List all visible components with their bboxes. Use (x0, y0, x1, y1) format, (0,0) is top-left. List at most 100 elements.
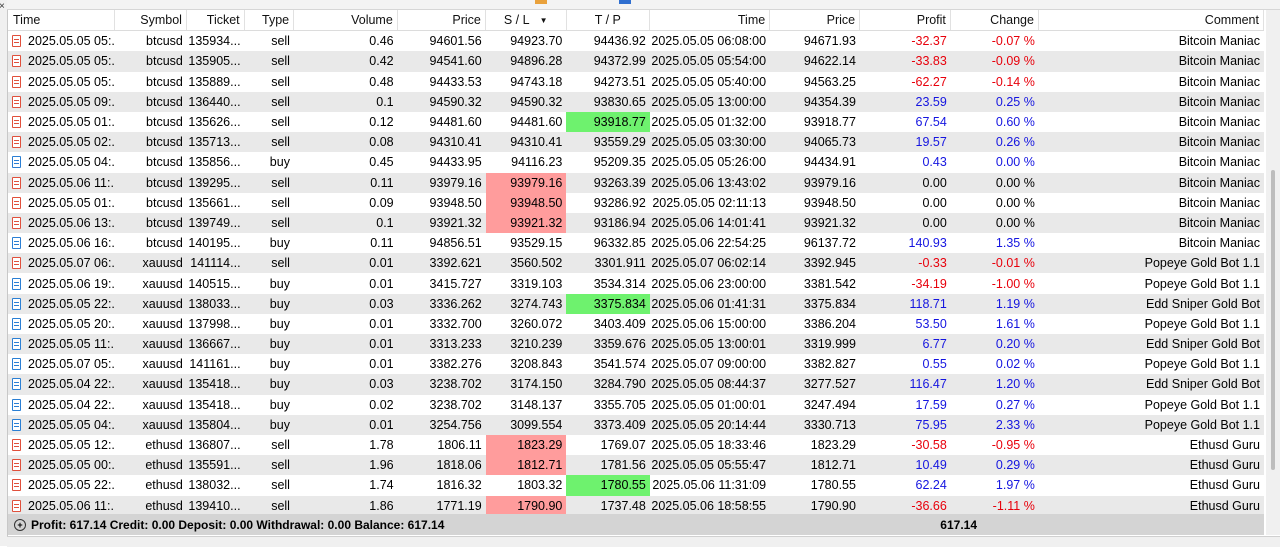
column-header-comment[interactable]: Comment (1039, 10, 1264, 31)
cell-ticket: 139749... (187, 213, 245, 233)
profit-value: -34.19 (911, 276, 947, 291)
table-row[interactable]: 2025.05.04 22:... xauusd 135418... buy 0.03 3… (8, 374, 1264, 395)
table-row[interactable]: 2025.05.05 05:... btcusd 135934... sell 0.46… (8, 31, 1264, 51)
table-row[interactable]: 2025.05.05 20:... xauusd 137998... buy 0.01 3… (8, 314, 1264, 334)
cell-close-price: 3381.542 (770, 273, 860, 293)
column-header-volume[interactable]: Volume (294, 10, 398, 31)
toolbar-icon-fragment[interactable] (619, 0, 631, 4)
cell-sl: 94590.32 (486, 92, 567, 112)
cell-type: sell (245, 213, 294, 233)
volume-value: 1.78 (369, 438, 394, 453)
scrollbar-thumb[interactable] (1271, 170, 1275, 470)
cell-volume: 0.01 (294, 273, 398, 293)
table-row[interactable]: 2025.05.05 11:... xauusd 136667... buy 0.01 3… (8, 334, 1264, 355)
symbol-value: xauusd (142, 397, 183, 412)
table-row[interactable]: 2025.05.06 16:... btcusd 140195... buy 0.11 9… (8, 233, 1264, 253)
volume-value: 0.02 (369, 397, 394, 412)
cell-tp: 93918.77 (566, 111, 650, 133)
table-row[interactable]: 2025.05.07 05:... xauusd 141161... buy 0.01 3… (8, 354, 1264, 374)
table-row[interactable]: 2025.05.05 05:... btcusd 135889... sell 0.48… (8, 72, 1264, 92)
comment-value: Bitcoin Maniac (1178, 74, 1260, 89)
tp-value: 93918.77 (593, 115, 646, 130)
expand-icon[interactable]: + (14, 518, 26, 531)
time-value: 2025.05.07 05:... (28, 357, 115, 372)
table-row[interactable]: 2025.05.07 06:... xauusd 141114... sell 0.01… (8, 253, 1264, 274)
close-price-value: 94354.39 (803, 94, 856, 109)
comment-value: Popeye Gold Bot 1.1 (1144, 417, 1260, 432)
cell-volume: 0.01 (294, 253, 398, 273)
table-row[interactable]: 2025.05.05 02:... btcusd 135713... sell 0.08… (8, 132, 1264, 153)
column-header-price[interactable]: Price (398, 10, 486, 31)
vertical-scrollbar[interactable] (1266, 10, 1280, 535)
cell-close-price: 3392.945 (770, 253, 860, 273)
cell-comment: Edd Sniper Gold Bot (1039, 294, 1264, 314)
table-row[interactable]: 2025.05.05 22:... xauusd 138033... buy 0.03 3… (8, 293, 1264, 314)
change-value: -0.95 % (991, 438, 1035, 453)
close-price-value: 93979.16 (803, 175, 856, 190)
cell-tp: 1769.07 (566, 435, 649, 455)
table-row[interactable]: 2025.05.05 00:... ethusd 135591... sell 1.96… (8, 455, 1264, 476)
comment-value: Ethusd Guru (1189, 458, 1260, 473)
column-header-close-time[interactable]: Time (650, 10, 771, 31)
cell-time: 2025.05.05 09:... (8, 92, 114, 112)
table-row[interactable]: 2025.05.06 11:... btcusd 139295... sell 0.11… (8, 172, 1264, 193)
cell-tp: 96332.85 (566, 233, 649, 253)
cell-time: 2025.05.07 05:... (8, 354, 114, 374)
table-row[interactable]: 2025.05.05 04:... xauusd 135804... buy 0.01 3… (8, 414, 1264, 435)
cell-comment: Bitcoin Maniac (1039, 152, 1264, 172)
cell-change: -1.11 % (951, 496, 1039, 516)
cell-close-time: 2025.05.05 13:00:00 (650, 92, 770, 112)
cell-sl: 1790.90 (485, 495, 567, 516)
column-header-tp[interactable]: T / P (567, 10, 650, 31)
table-row[interactable]: 2025.05.06 11:... ethusd 139410... sell 1.86… (8, 495, 1264, 516)
table-row[interactable]: 2025.05.05 04:... btcusd 135856... buy 0.45 9… (8, 152, 1264, 172)
table-row[interactable]: 2025.05.05 01:... btcusd 135626... sell 0.12… (8, 111, 1264, 133)
ticket-value: 136440... (188, 94, 241, 109)
table-row[interactable]: 2025.05.06 19:... xauusd 140515... buy 0.01 3… (8, 273, 1264, 293)
cell-change: 0.00 % (951, 173, 1039, 193)
close-icon[interactable]: × (0, 1, 5, 12)
column-header-symbol[interactable]: Symbol (115, 10, 187, 31)
change-value: 0.60 % (995, 115, 1035, 130)
tp-value: 93186.94 (593, 215, 646, 230)
cell-price: 3238.702 (398, 374, 486, 394)
table-row[interactable]: 2025.05.05 09:... btcusd 136440... sell 0.1 9… (8, 91, 1264, 112)
tp-value: 96332.85 (593, 236, 646, 251)
column-header-profit[interactable]: Profit (860, 10, 951, 31)
cell-change: 1.97 % (951, 475, 1039, 495)
cell-close-price: 93918.77 (770, 112, 860, 132)
volume-value: 0.11 (370, 175, 394, 190)
time-value: 2025.05.05 05:... (28, 54, 115, 69)
cell-comment: Popeye Gold Bot 1.1 (1039, 273, 1264, 293)
bottom-tab-strip (7, 536, 1280, 547)
table-row[interactable]: 2025.05.06 13:... btcusd 139749... sell 0.1 9… (8, 212, 1264, 234)
column-header-sl[interactable]: S / L ▼ (486, 10, 567, 31)
toolbar-icon-fragment[interactable] (535, 0, 547, 4)
tp-value: 95209.35 (593, 155, 646, 170)
time-value: 2025.05.06 19:... (28, 276, 115, 291)
comment-value: Ethusd Guru (1189, 438, 1260, 453)
column-header-close-price[interactable]: Price (770, 10, 861, 31)
column-header-time[interactable]: Time (8, 10, 115, 31)
table-row[interactable]: 2025.05.04 22:... xauusd 135418... buy 0.02 3… (8, 395, 1264, 415)
cell-price: 1818.06 (398, 455, 486, 475)
close-time-value: 2025.05.05 05:40:00 (651, 74, 767, 89)
table-row[interactable]: 2025.05.05 12:... ethusd 136807... sell 1.78… (8, 434, 1264, 456)
tp-value: 3534.314 (593, 276, 646, 291)
column-header-type[interactable]: Type (245, 10, 295, 31)
cell-change: 0.25 % (951, 92, 1039, 112)
table-row[interactable]: 2025.05.05 22:... ethusd 138032... sell 1.74… (8, 475, 1264, 496)
column-header-ticket[interactable]: Ticket (187, 10, 245, 31)
column-header-change[interactable]: Change (951, 10, 1039, 31)
table-row[interactable]: 2025.05.05 01:... btcusd 135661... sell 0.09… (8, 192, 1264, 213)
sl-value: 3560.502 (510, 256, 563, 271)
table-row[interactable]: 2025.05.05 05:... btcusd 135905... sell 0.42… (8, 51, 1264, 72)
cell-symbol: btcusd (114, 173, 186, 193)
cell-price: 94590.32 (398, 92, 486, 112)
cell-sl: 94116.23 (486, 152, 567, 172)
cell-volume: 0.11 (294, 173, 398, 193)
close-time-value: 2025.05.05 05:55:47 (651, 458, 767, 473)
sell-deal-icon (12, 196, 21, 209)
ticket-value: 140515... (188, 276, 241, 291)
volume-value: 1.74 (369, 478, 394, 493)
